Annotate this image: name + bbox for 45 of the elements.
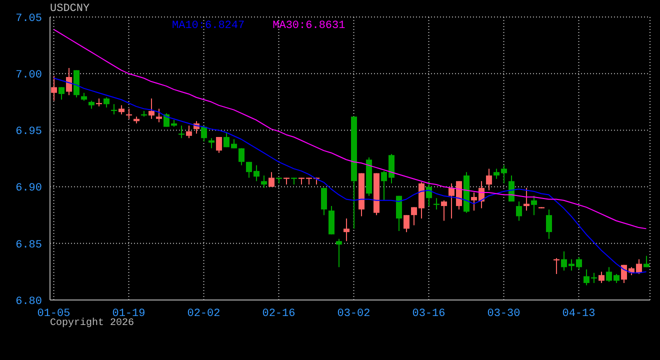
candlestick <box>336 238 342 268</box>
y-tick-label: 7.05 <box>16 12 42 25</box>
x-tick-label: 02-02 <box>187 308 220 320</box>
candlestick <box>238 148 244 166</box>
candlestick <box>156 108 162 123</box>
candlestick <box>531 195 537 216</box>
x-tick-label: 04-13 <box>562 308 596 320</box>
candlestick <box>328 206 334 235</box>
y-tick-label: 6.90 <box>16 182 42 195</box>
candlestick <box>216 136 222 154</box>
candlestick <box>516 201 522 222</box>
candlestick <box>404 214 410 233</box>
candlestick <box>58 86 64 100</box>
x-tick-label: 03-30 <box>487 308 520 320</box>
y-tick-label: 6.85 <box>16 239 42 252</box>
text: MA10:6.8247 <box>172 20 245 32</box>
candlestick <box>148 98 154 120</box>
candlestick <box>51 75 57 102</box>
y-tick-label: 6.95 <box>16 126 42 138</box>
candlestick <box>546 208 552 240</box>
x-tick-label: 03-16 <box>412 308 446 320</box>
candlestick <box>486 168 492 191</box>
candlestick <box>201 125 207 142</box>
x-tick-label: 01-05 <box>37 308 70 320</box>
text: MA30:6.8631 <box>272 20 346 32</box>
candlestick <box>554 258 560 274</box>
candlestick <box>268 172 274 188</box>
candlestick <box>261 174 267 188</box>
x-tick-label: 03-02 <box>337 308 370 320</box>
y-tick-label: 7.00 <box>16 70 42 82</box>
candlestick <box>441 200 447 222</box>
chart-title: USDCNY <box>50 3 90 15</box>
candlestick <box>598 271 604 284</box>
candlestick <box>118 104 124 115</box>
candlestick <box>396 195 402 232</box>
candlestick <box>104 96 110 108</box>
line-series <box>53 28 647 230</box>
candlestick <box>66 67 72 96</box>
text: Copyright 2026 <box>50 318 134 329</box>
x-tick-label: 01-19 <box>112 308 146 320</box>
y-tick-label: 6.80 <box>16 296 42 308</box>
candlestick <box>344 218 350 242</box>
x-tick-label: 02-16 <box>262 308 296 320</box>
candlestick <box>186 125 192 139</box>
candlestick <box>321 187 327 216</box>
